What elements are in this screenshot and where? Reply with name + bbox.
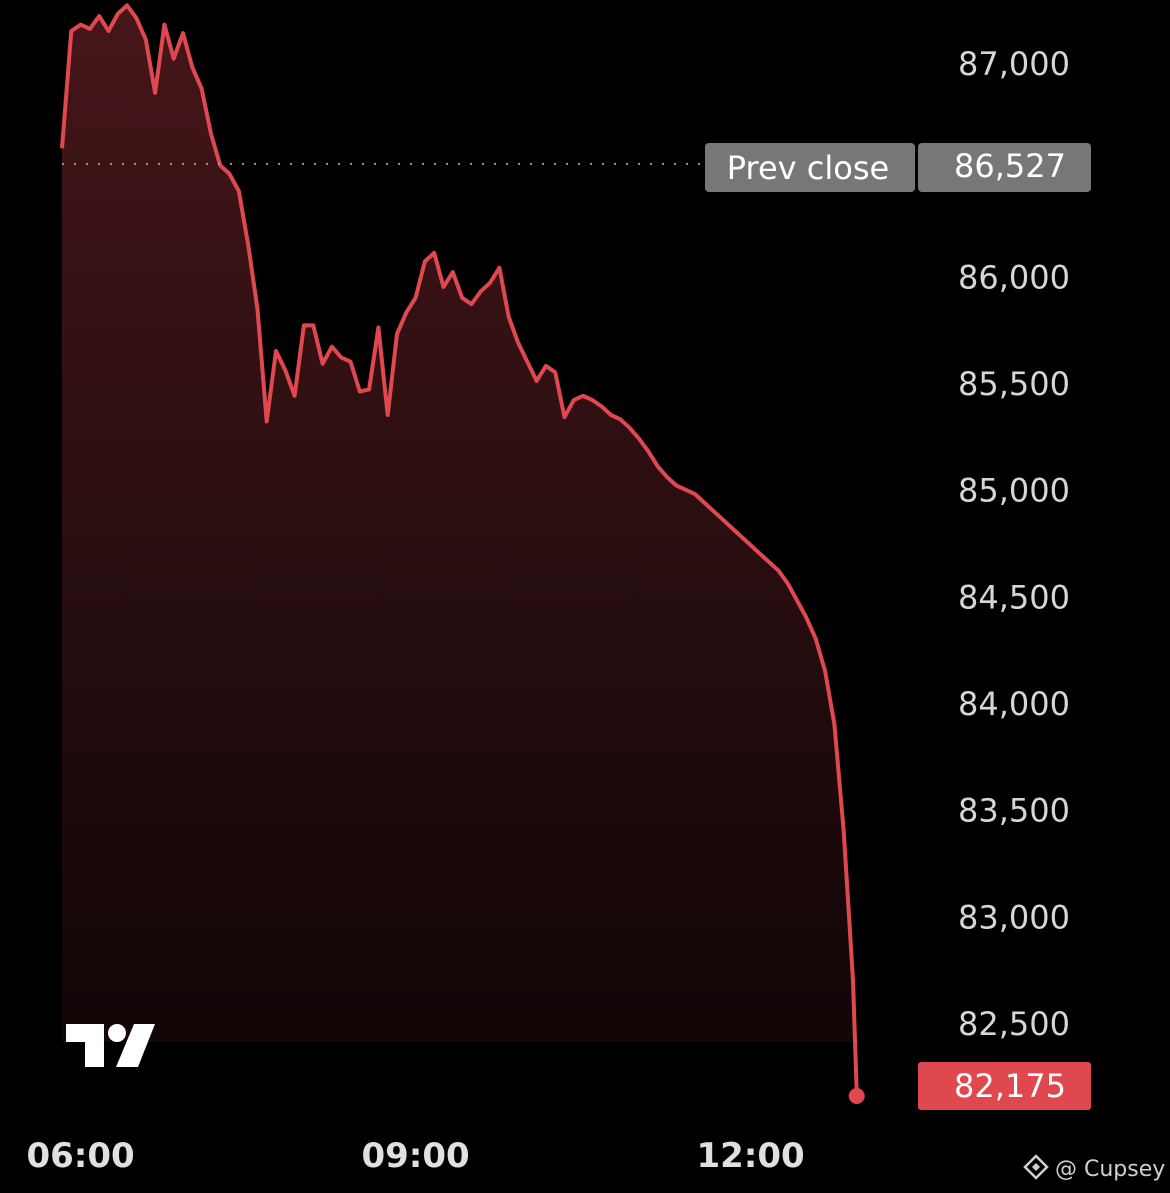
x-tick-label: 09:00	[361, 1136, 469, 1176]
binance-diamond-icon	[1023, 1154, 1049, 1180]
y-tick-label: 83,000	[958, 898, 1070, 936]
y-tick-label: 85,000	[958, 472, 1070, 510]
last-price-point	[848, 1088, 865, 1104]
watermark-text: @ Cupsey	[1055, 1157, 1165, 1182]
y-tick-label: 84,500	[958, 578, 1070, 616]
y-tick-label: 87,000	[958, 45, 1070, 83]
prev-close-label-box	[705, 143, 915, 192]
area-fill	[62, 5, 857, 1093]
prev-close-value-box	[918, 143, 1091, 192]
last-price-tag: 82,175	[918, 1062, 1091, 1110]
watermark: @ Cupsey	[1023, 1154, 1165, 1182]
y-tick-label: 82,500	[958, 1005, 1070, 1043]
y-tick-label: 86,000	[958, 258, 1070, 296]
x-axis: 06:00 09:00 12:00	[26, 1136, 804, 1176]
last-price-value: 82,175	[954, 1067, 1066, 1105]
prev-close-value: 86,527	[954, 147, 1066, 185]
y-axis: 87,000 86,000 85,500 85,000 84,500 84,000 83,5…	[958, 45, 1070, 1043]
y-tick-label: 83,500	[958, 792, 1070, 830]
y-tick-label: 84,000	[958, 685, 1070, 723]
price-series-line	[60, 3, 859, 1093]
y-tick-label: 85,500	[958, 365, 1070, 403]
prev-close-tag: Prev close 86,527	[705, 143, 1091, 192]
area-fill-shape	[62, 5, 857, 1093]
x-tick-label: 12:00	[696, 1136, 804, 1176]
tradingview-logo-icon	[66, 1024, 155, 1067]
price-line	[60, 3, 859, 1093]
last-price-box	[918, 1062, 1091, 1110]
x-tick-label: 06:00	[26, 1136, 134, 1176]
prev-close-label: Prev close	[727, 149, 889, 187]
